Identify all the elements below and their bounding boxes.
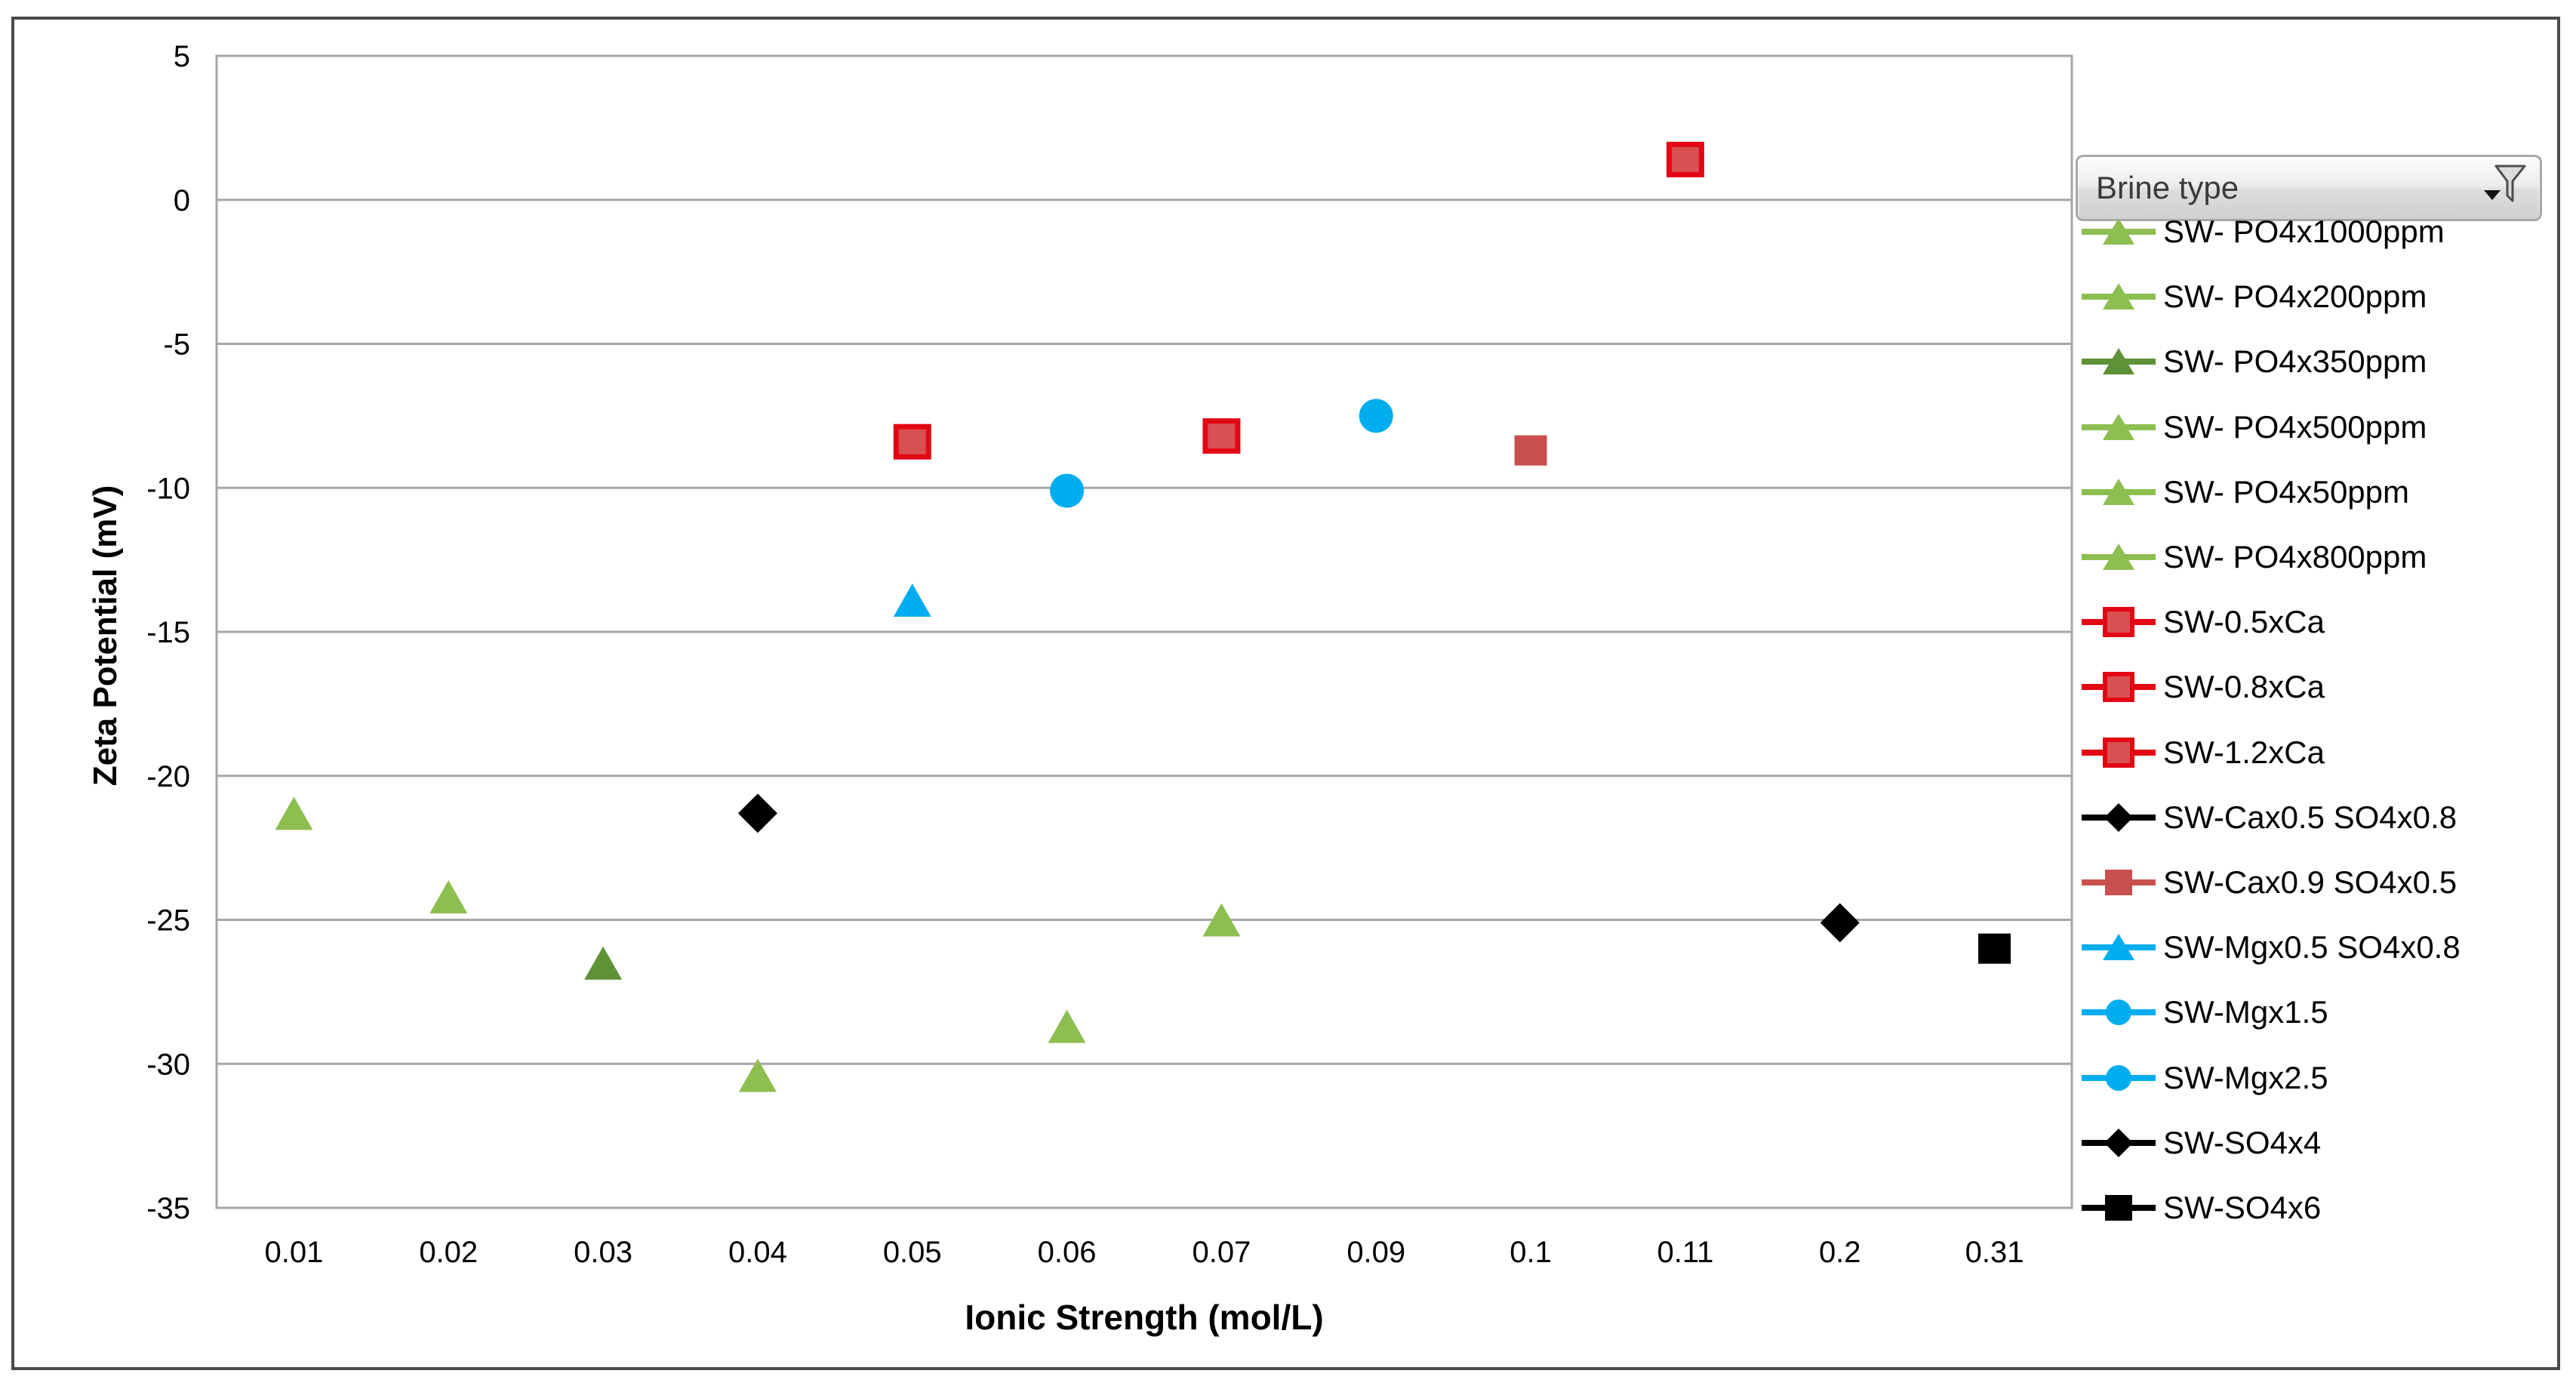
y-axis-tick-label: -30 bbox=[146, 1048, 190, 1081]
legend-item: SW-Cax0.5 SO4x0.8 bbox=[2080, 785, 2461, 850]
legend-marker-triangle-icon bbox=[2082, 283, 2156, 310]
x-axis-tick-label: 0.31 bbox=[1965, 1236, 2024, 1269]
legend-item: SW-SO4x6 bbox=[2080, 1175, 2461, 1240]
x-axis-tick-label: 0.05 bbox=[883, 1236, 942, 1269]
legend-item-label: SW- PO4x200ppm bbox=[2163, 279, 2427, 315]
data-point-SW-Cax0.9-SO4x0.5 bbox=[1514, 435, 1547, 466]
data-point-SW--PO4x50ppm bbox=[275, 796, 313, 830]
legend-marker-triangle-icon bbox=[2082, 544, 2156, 571]
y-axis-tick-label: 5 bbox=[174, 40, 190, 73]
data-point-SW-Mgx2.5 bbox=[1359, 399, 1393, 433]
legend-item-label: SW-1.2xCa bbox=[2163, 734, 2325, 770]
x-axis-tick-label: 0.2 bbox=[1819, 1236, 1861, 1269]
y-axis-tick-label: -35 bbox=[146, 1192, 190, 1225]
data-point-SW-0.5xCa bbox=[893, 423, 931, 460]
legend-marker-square-icon bbox=[2082, 869, 2156, 895]
legend-item-label: SW-Cax0.5 SO4x0.8 bbox=[2163, 799, 2458, 835]
data-point-SW-SO4x6 bbox=[1978, 933, 2011, 964]
x-axis-tick-label: 0.11 bbox=[1657, 1236, 1713, 1269]
legend-item: SW- PO4x1000ppm bbox=[2080, 199, 2461, 264]
legend-marker-square-icon bbox=[2082, 1194, 2156, 1221]
legend-item: SW-Cax0.9 SO4x0.5 bbox=[2080, 850, 2461, 915]
legend-item-label: SW- PO4x350ppm bbox=[2163, 343, 2427, 380]
legend-marker-triangle-icon bbox=[2082, 934, 2156, 961]
legend-item-label: SW-Mgx2.5 bbox=[2163, 1059, 2328, 1095]
legend-item: SW- PO4x500ppm bbox=[2080, 395, 2461, 460]
data-point-SW-Mgx1.5 bbox=[1050, 473, 1085, 508]
legend-item-label: SW-Cax0.9 SO4x0.5 bbox=[2163, 864, 2458, 900]
legend-item-label: SW-Mgx0.5 SO4x0.8 bbox=[2163, 929, 2461, 966]
legend-title: Brine type bbox=[2096, 170, 2239, 205]
legend-item-list: SW- PO4x1000ppm SW- PO4x200ppm SW- PO4x350… bbox=[2080, 199, 2461, 1240]
x-axis-tick-label: 0.03 bbox=[574, 1236, 632, 1269]
legend-item-label: SW-SO4x4 bbox=[2163, 1124, 2322, 1160]
data-point-SW-Cax0.5-SO4x0.8 bbox=[737, 793, 777, 833]
legend-marker-circle-icon bbox=[2082, 1064, 2156, 1091]
legend-item-label: SW-0.8xCa bbox=[2163, 669, 2325, 705]
y-axis-tick-label: -15 bbox=[146, 616, 190, 649]
y-axis-tick-label: 0 bbox=[174, 184, 190, 217]
x-axis-tick-label: 0.1 bbox=[1510, 1236, 1552, 1269]
y-axis-tick-label: -10 bbox=[146, 472, 190, 505]
legend: Brine type SW- PO4x1000ppm SW- PO4x200ppm… bbox=[2076, 155, 2574, 1225]
data-point-SW--PO4x800ppm bbox=[1048, 1009, 1086, 1043]
legend-marker-diamond-icon bbox=[2082, 802, 2156, 832]
legend-item: SW-Mgx2.5 bbox=[2080, 1045, 2461, 1110]
y-axis-title: Zeta Potential (mV) bbox=[87, 485, 124, 787]
legend-marker-diamond-icon bbox=[2082, 1128, 2156, 1157]
legend-item: SW-SO4x4 bbox=[2080, 1110, 2461, 1175]
data-point-SW-1.2xCa bbox=[1666, 141, 1704, 177]
brine-type-filter-button[interactable]: Brine type bbox=[2076, 155, 2542, 221]
legend-item: SW- PO4x50ppm bbox=[2080, 460, 2461, 525]
x-axis-tick-label: 0.07 bbox=[1192, 1236, 1251, 1269]
legend-marker-triangle-icon bbox=[2082, 413, 2156, 440]
data-point-SW--PO4x500ppm bbox=[738, 1058, 777, 1092]
legend-marker-triangle-icon bbox=[2082, 478, 2156, 505]
legend-marker-triangle-icon bbox=[2082, 218, 2156, 245]
legend-item-label: SW- PO4x50ppm bbox=[2163, 473, 2410, 510]
x-axis-title: Ionic Strength (mol/L) bbox=[965, 1298, 1324, 1337]
legend-item-label: SW-Mgx1.5 bbox=[2163, 994, 2328, 1030]
y-axis-tick-label: -20 bbox=[146, 760, 190, 793]
x-axis-tick-label: 0.09 bbox=[1346, 1236, 1405, 1269]
data-point-SW-Mgx0.5-SO4x0.8 bbox=[893, 584, 931, 618]
legend-item: SW-0.5xCa bbox=[2080, 590, 2461, 654]
legend-item-label: SW- PO4x800ppm bbox=[2163, 539, 2427, 575]
legend-item: SW- PO4x200ppm bbox=[2080, 264, 2461, 329]
legend-item-label: SW- PO4x500ppm bbox=[2163, 408, 2427, 445]
funnel-filter-icon[interactable] bbox=[2476, 162, 2529, 214]
legend-marker-circle-icon bbox=[2082, 999, 2156, 1026]
legend-item: SW- PO4x800ppm bbox=[2080, 525, 2461, 590]
y-axis-tick-label: -25 bbox=[146, 904, 190, 938]
legend-marker-square-icon bbox=[2082, 737, 2156, 768]
legend-marker-triangle-icon bbox=[2082, 348, 2156, 375]
legend-item: SW-Mgx0.5 SO4x0.8 bbox=[2080, 915, 2461, 980]
x-axis-tick-label: 0.01 bbox=[264, 1236, 323, 1269]
legend-marker-square-icon bbox=[2082, 607, 2156, 638]
data-point-SW-0.8xCa bbox=[1202, 418, 1241, 454]
legend-item-label: SW- PO4x1000ppm bbox=[2163, 214, 2445, 250]
y-axis-tick-label: -5 bbox=[163, 328, 190, 362]
plot-border bbox=[215, 54, 2073, 1209]
legend-item: SW-Mgx1.5 bbox=[2080, 980, 2461, 1045]
legend-marker-square-icon bbox=[2082, 672, 2156, 703]
legend-item: SW-0.8xCa bbox=[2080, 654, 2461, 719]
legend-item-label: SW-0.5xCa bbox=[2163, 604, 2325, 640]
data-point-SW--PO4x200ppm bbox=[429, 879, 468, 913]
data-point-SW--PO4x350ppm bbox=[584, 946, 623, 980]
data-point-SW--PO4x1000ppm bbox=[1202, 903, 1241, 937]
data-point-SW-SO4x4 bbox=[1820, 903, 1860, 943]
x-axis-tick-label: 0.06 bbox=[1038, 1236, 1097, 1269]
x-axis-tick-label: 0.02 bbox=[419, 1236, 478, 1269]
legend-item-label: SW-SO4x6 bbox=[2163, 1189, 2322, 1225]
legend-item: SW- PO4x350ppm bbox=[2080, 329, 2461, 394]
x-axis-tick-label: 0.04 bbox=[728, 1236, 787, 1269]
legend-item: SW-1.2xCa bbox=[2080, 720, 2461, 785]
